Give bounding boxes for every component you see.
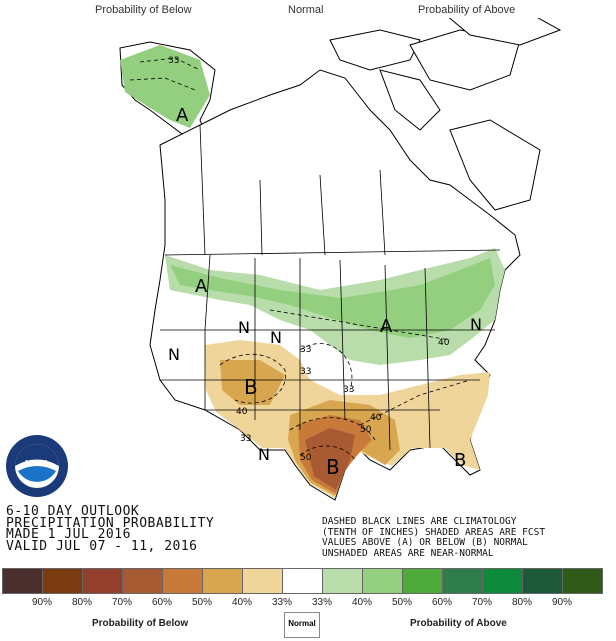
north-above-40 [170,258,495,338]
title-line-2: PRECIPITATION PROBABILITY [6,515,215,531]
legend-swatch [162,568,203,594]
legend-percent-labels: 90% 80% 70% 60% 50% 40% 33% 33% 40% 50% 60% 70% 80% 9… [0,597,616,611]
label-b-texas: B [326,455,340,479]
label-n-5: N [470,315,482,334]
label-c-33-alaska: 33 [168,56,179,66]
header-above-label: Probability of Above [418,4,516,16]
legend-percent-label: 33% [271,597,292,608]
legend-above-caption: Probability of Above [410,618,507,629]
rockies-below-40 [220,360,285,405]
legend-percent-label: 70% [471,597,492,608]
legend-percent-label: 60% [431,597,452,608]
label-c-33b: 33 [343,385,354,395]
title-line-4: VALID JUL 07 - 11, 2016 [6,538,198,554]
legend-swatch [122,568,163,594]
label-c-50b: 50 [360,425,372,435]
legend-percent-label: 90% [551,597,572,608]
legend-percent-label: 90% [31,597,52,608]
legend-below-caption: Probability of Below [92,618,189,629]
boundaries [160,124,501,451]
legend-swatch [42,568,83,594]
outlook-title-block: 6-10 DAY OUTLOOK PRECIPITATION PROBABILI… [6,504,215,554]
legend-percent-label: 80% [71,597,92,608]
label-b-rockies: B [244,375,258,399]
legend-swatch [522,568,563,594]
label-c-40a: 40 [236,407,248,417]
legend-percent-label: 40% [351,597,372,608]
title-line-1: 6-10 DAY OUTLOOK [6,504,140,519]
label-c-33d: 33 [300,367,311,377]
header-below-label: Probability of Below [95,4,192,16]
label-n-3: N [168,345,180,364]
label-n-2: N [270,328,282,347]
note-line-2: (TENTH OF INCHES) SHADED AREAS ARE FCST [322,526,546,538]
climatology-lines [129,57,471,461]
label-a-northwest: A [195,276,208,297]
probability-legend: 90% 80% 70% 60% 50% 40% 33% 33% 40% 50% 60% 70% 80% 9… [0,568,616,641]
note-line-4: UNSHADED AREAS ARE NEAR-NORMAL [322,547,494,559]
legend-percent-label: 50% [391,597,412,608]
legend-percent-label: 70% [111,597,132,608]
legend-percent-label: 50% [191,597,212,608]
legend-swatch [242,568,283,594]
label-c-50a: 50 [300,453,312,463]
label-c-33c: 33 [240,434,251,444]
noaa-logo-text: NOAA [25,459,49,468]
legend-normal-box: Normal [284,612,320,638]
label-c-33a: 33 [300,345,311,355]
legend-swatch [362,568,403,594]
label-a-alaska: A [176,105,189,126]
label-n-1: N [238,318,250,337]
legend-swatches [2,568,603,594]
legend-swatch [482,568,523,594]
precipitation-outlook-map: A A A B B B N N N N N 33 33 33 33 33 40 … [119,18,562,501]
legend-swatch [402,568,443,594]
legend-percent-label: 33% [311,597,332,608]
legend-swatch [442,568,483,594]
label-c-40c: 40 [438,338,450,348]
label-a-greatlakes: A [380,316,393,337]
note-line-1: DASHED BLACK LINES ARE CLIMATOLOGY [322,516,517,527]
label-c-40b: 40 [370,413,382,423]
legend-swatch [562,568,603,594]
legend-percent-label: 60% [151,597,172,608]
below-normal-areas [205,340,490,498]
above-normal-areas [120,45,505,365]
label-n-4: N [258,445,270,464]
header-normal-label: Normal [288,4,324,16]
alaska-above-40 [120,45,210,128]
legend-swatch [202,568,243,594]
legend-swatch [322,568,363,594]
texas-below-60 [305,428,355,490]
legend-swatch [82,568,123,594]
legend-percent-label: 40% [231,597,252,608]
header-probability-labels: Probability of Below Normal Probability … [0,4,616,18]
notes-block: DASHED BLACK LINES ARE CLIMATOLOGY (TENT… [322,516,546,559]
legend-swatch [282,568,323,594]
note-line-3: VALUES ABOVE (A) OR BELOW (B) NORMAL [322,537,528,548]
label-b-florida: B [454,450,466,471]
legend-swatch [2,568,43,594]
noaa-logo: NOAA [6,435,68,497]
legend-percent-label: 80% [511,597,532,608]
title-line-3: MADE 1 JUL 2016 [6,527,131,542]
